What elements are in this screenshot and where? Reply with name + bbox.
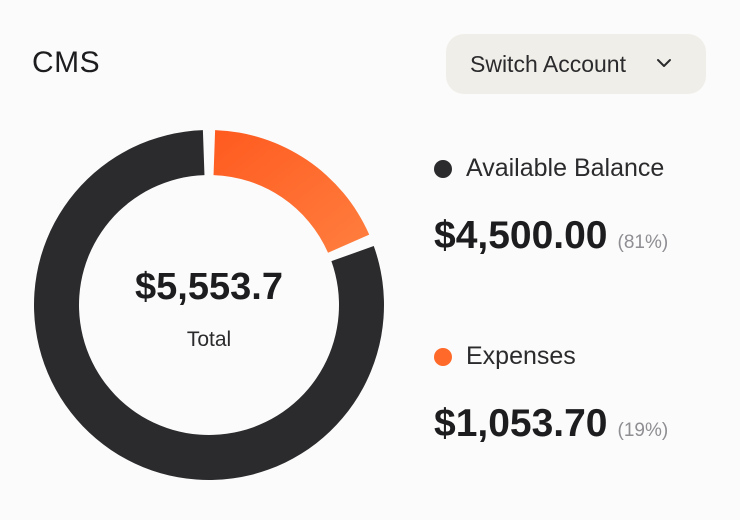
donut-chart xyxy=(34,130,384,480)
available-balance-amount-row: $4,500.00 (81%) xyxy=(434,214,668,258)
available-balance-percent: (81%) xyxy=(617,232,669,253)
legend-label: Expenses xyxy=(466,342,576,370)
legend-dot xyxy=(434,159,452,178)
total-value: $5,553.7 xyxy=(135,266,283,308)
expenses-percent: (19%) xyxy=(617,420,669,441)
legend-dot xyxy=(434,347,452,366)
expenses-amount-row: $1,053.70 (19%) xyxy=(434,402,668,446)
expenses-amount: $1,053.70 xyxy=(434,402,608,445)
chevron-down-icon xyxy=(657,59,671,67)
legend-available-balance: Available Balance xyxy=(434,154,664,183)
total-label: Total xyxy=(186,328,232,351)
available-balance-amount: $4,500.00 xyxy=(434,214,608,257)
donut-slice-expenses xyxy=(213,130,370,253)
card-title: CMS xyxy=(32,46,101,79)
switch-account-label: Switch Account xyxy=(470,50,626,77)
legend-expenses: Expenses xyxy=(434,342,576,371)
switch-account-button[interactable]: Switch Account xyxy=(446,34,706,94)
legend-label: Available Balance xyxy=(466,154,665,182)
